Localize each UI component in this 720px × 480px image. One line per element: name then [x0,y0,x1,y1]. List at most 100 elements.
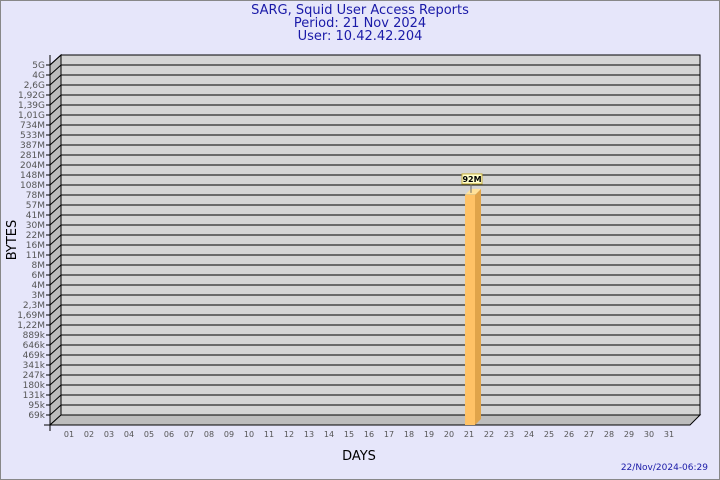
x-tick-label: 07 [184,430,194,439]
y-tick-label: 4G [32,71,45,81]
y-tick-label: 22M [26,231,45,241]
x-tick-label: 02 [84,430,94,439]
x-tick-label: 16 [364,430,374,439]
y-tick-label: 247k [23,371,46,381]
grid-line-side [49,304,62,316]
grid-line-side [49,334,62,346]
grid-line-side [49,264,62,276]
x-tick-label: 19 [424,430,434,439]
timestamp: 22/Nov/2024-06:29 [621,463,708,473]
grid-line-side [49,84,62,96]
x-tick-label: 24 [524,430,534,439]
y-tick-label: 108M [20,181,45,191]
bar-top [465,188,481,195]
bar-front [465,194,475,425]
y-tick-label: 387M [20,141,45,151]
grid-line-side [49,364,62,376]
y-tick-label: 1,22M [17,321,45,331]
y-tick-label: 734M [20,121,45,131]
grid-line-side [49,404,62,416]
chart-user: User: 10.42.42.204 [297,29,423,44]
grid-line-side [49,74,62,86]
grid-line-side [49,234,62,246]
x-tick-label: 22 [484,430,494,439]
x-tick-label: 12 [284,430,294,439]
y-tick-label: 69k [28,411,45,421]
grid-line-side [49,274,62,286]
grid-line-side [49,224,62,236]
y-tick-label: 2,6G [24,81,45,91]
x-tick-label: 28 [604,430,614,439]
y-tick-label: 4M [32,281,46,291]
grid-line-side [49,54,62,66]
x-tick-label: 20 [444,430,454,439]
grid-line-side [49,94,62,106]
y-tick-label: 11M [26,251,45,261]
x-tick-label: 03 [104,430,114,439]
chart-title: SARG, Squid User Access Reports [251,3,469,18]
x-tick-label: 25 [544,430,554,439]
grid-line-side [49,124,62,136]
x-tick-label: 27 [584,430,594,439]
y-axis-label: BYTES [5,220,20,261]
x-tick-label: 06 [164,430,174,439]
x-tick-label: 26 [564,430,574,439]
x-tick-label: 05 [144,430,154,439]
grid-line-side [49,174,62,186]
grid-line-side [49,394,62,406]
y-tick-label: 3M [32,291,46,301]
x-tick-label: 08 [204,430,214,439]
x-tick-label: 01 [64,430,74,439]
grid-line-side [49,134,62,146]
y-tick-label: 57M [26,201,45,211]
grid-line-side [49,344,62,356]
y-tick-label: 8M [32,261,46,271]
bar-side [475,188,481,425]
x-tick-label: 17 [384,430,394,439]
grid-line-side [49,324,62,336]
y-tick-label: 180k [23,381,46,391]
x-tick-label: 11 [264,430,274,439]
y-tick-label: 1,69M [17,311,45,321]
x-tick-label: 30 [644,430,654,439]
y-tick-label: 646k [23,341,46,351]
y-tick-label: 131k [23,391,46,401]
y-tick-label: 78M [26,191,45,201]
y-tick-label: 204M [20,161,45,171]
y-tick-label: 1,01G [18,111,45,121]
x-tick-label: 31 [664,430,674,439]
y-tick-label: 30M [26,221,45,231]
grid-line-side [49,314,62,326]
x-tick-label: 15 [344,430,354,439]
grid-line-side [49,104,62,116]
y-tick-label: 1,92G [18,91,45,101]
x-tick-label: 13 [304,430,314,439]
x-tick-label: 23 [504,430,514,439]
y-tick-label: 469k [23,351,46,361]
grid-line-side [49,64,62,76]
y-tick-label: 2,3M [23,301,45,311]
x-tick-label: 10 [244,430,254,439]
grid-line-side [49,354,62,366]
x-axis-label: DAYS [342,449,376,464]
x-tick-label: 04 [124,430,134,439]
x-tick-label: 18 [404,430,414,439]
y-tick-label: 341k [23,361,46,371]
y-tick-label: 95k [28,401,45,411]
x-tick-label: 29 [624,430,634,439]
grid-line-side [49,114,62,126]
bar-value-label: 92M [462,175,481,184]
grid-line-side [49,294,62,306]
chart-period: Period: 21 Nov 2024 [293,16,427,31]
grid-line-side [49,184,62,196]
y-tick-label: 148M [20,171,45,181]
grid-line-side [49,154,62,166]
plot-floor [48,414,702,426]
grid-line-side [49,164,62,176]
y-tick-label: 6M [32,271,46,281]
y-tick-label: 16M [26,241,45,251]
grid-line-side [49,204,62,216]
x-tick-label: 21 [464,430,474,439]
bar-label-box [461,173,483,185]
